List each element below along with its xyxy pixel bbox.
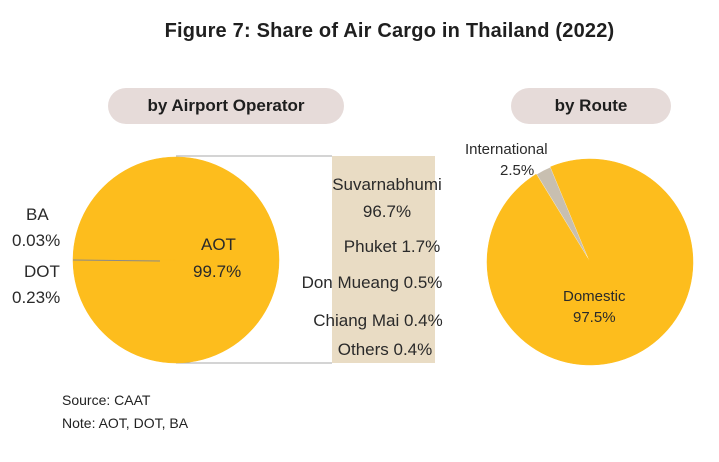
pie-airport-operator bbox=[72, 156, 280, 364]
source-note: Source: CAAT bbox=[62, 392, 151, 408]
breakdown-row-don-mueang: Don Mueang 0.5% bbox=[302, 273, 443, 292]
pie-route bbox=[486, 158, 694, 366]
header-by-route: by Route bbox=[511, 88, 671, 124]
slice-value-ba: 0.03% bbox=[12, 231, 60, 250]
pie-slice-divider bbox=[72, 259, 161, 262]
pie-slice-aot bbox=[72, 156, 280, 364]
slice-label-international: International bbox=[465, 141, 548, 158]
slice-value-international: 2.5% bbox=[500, 162, 534, 179]
pie-slice-domestic bbox=[486, 158, 694, 366]
breakdown-row-phuket: Phuket 1.7% bbox=[344, 237, 440, 256]
slice-label-domestic: Domestic bbox=[563, 288, 626, 305]
slice-label-ba: BA bbox=[26, 205, 49, 224]
breakdown-label-suvarnabhumi: Suvarnabhumi bbox=[332, 175, 442, 194]
slice-value-domestic: 97.5% bbox=[573, 309, 616, 326]
slice-value-dot: 0.23% bbox=[12, 288, 60, 307]
header-by-airport-operator: by Airport Operator bbox=[108, 88, 344, 124]
breakdown-row-chiang-mai: Chiang Mai 0.4% bbox=[313, 311, 442, 330]
aot-breakdown-panel bbox=[332, 156, 435, 363]
slice-value-aot: 99.7% bbox=[193, 262, 241, 281]
abbreviation-note: Note: AOT, DOT, BA bbox=[62, 415, 189, 431]
breakdown-value-suvarnabhumi: 96.7% bbox=[363, 202, 411, 221]
breakdown-row-others: Others 0.4% bbox=[338, 340, 433, 359]
pie-slice-ba bbox=[72, 258, 177, 261]
slice-label-aot: AOT bbox=[201, 235, 236, 254]
chart-title-text: Figure 7: Share of Air Cargo in Thailand… bbox=[164, 20, 615, 42]
chart-title: Figure 7: Share of Air Cargo in Thailand… bbox=[0, 20, 719, 43]
slice-label-dot: DOT bbox=[24, 262, 60, 281]
